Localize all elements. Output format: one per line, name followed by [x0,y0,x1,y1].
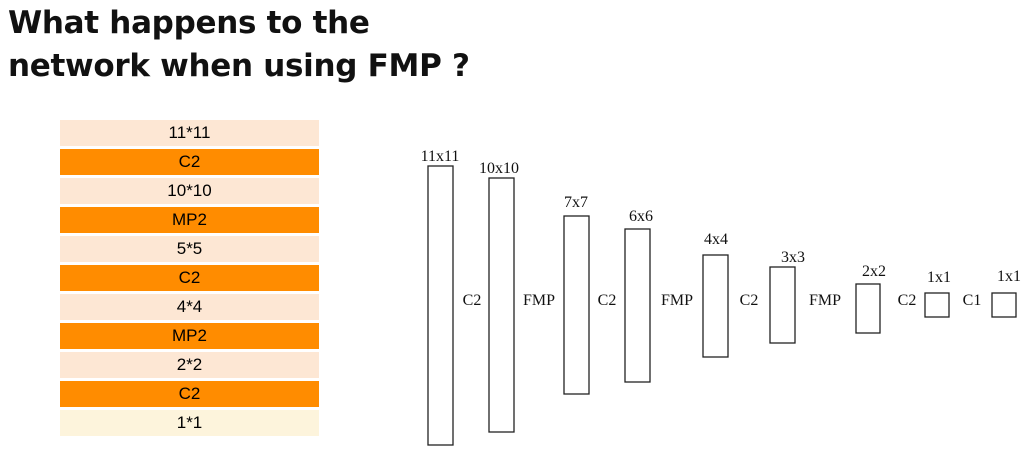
layer-size-label: 6x6 [629,208,653,225]
title-line-2: network when using FMP ? [8,48,470,84]
operation-label: FMP [661,292,693,309]
title-line-1: What happens to the [8,5,370,41]
operation-label: FMP [809,292,841,309]
operation-label: C2 [598,292,617,309]
layer-size-label: 7x7 [564,194,588,211]
layer-box [855,283,881,334]
operation-label: C2 [898,292,917,309]
table-row: C2 [60,265,319,291]
layer-size-label: 2x2 [862,263,886,280]
layer-size-label: 1x1 [997,268,1021,285]
layer-box [991,292,1017,318]
layer-box [769,266,796,344]
operation-label: C2 [740,292,759,309]
slide-title: What happens to the network when using F… [8,2,628,88]
table-row: MP2 [60,323,319,349]
operation-label: FMP [523,292,555,309]
layer-box [427,165,454,446]
layer-box [924,292,950,318]
layer-box [488,177,515,433]
table-row: C2 [60,149,319,175]
table-row: 11*11 [60,120,319,146]
layer-size-table: 11*11 C2 10*10 MP2 5*5 C2 4*4 MP2 2*2 C2… [60,120,319,439]
layer-size-label: 3x3 [781,249,805,266]
table-row: C2 [60,381,319,407]
layer-size-label: 11x11 [421,148,460,165]
table-row: 1*1 [60,410,319,436]
operation-label: C1 [963,292,982,309]
table-row: MP2 [60,207,319,233]
table-row: 10*10 [60,178,319,204]
layer-size-label: 10x10 [479,160,519,177]
layer-box [563,215,590,395]
layer-box [702,254,729,358]
layer-size-label: 4x4 [704,231,728,248]
table-row: 4*4 [60,294,319,320]
table-row: 5*5 [60,236,319,262]
layer-size-label: 1x1 [927,269,951,286]
operation-label: C2 [463,292,482,309]
layer-box [624,228,651,383]
table-row: 2*2 [60,352,319,378]
